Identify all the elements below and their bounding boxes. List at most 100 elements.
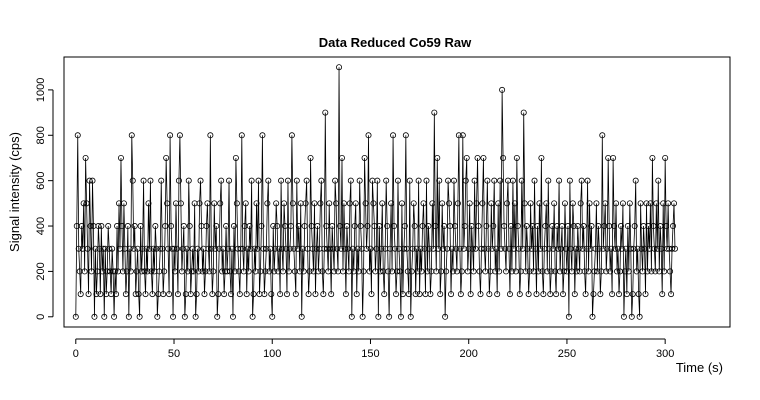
data-point bbox=[370, 200, 377, 207]
data-point bbox=[296, 268, 303, 275]
data-point bbox=[232, 154, 239, 161]
data-point bbox=[152, 223, 159, 230]
data-point bbox=[215, 291, 222, 298]
data-point bbox=[561, 200, 568, 207]
data-point bbox=[583, 245, 590, 252]
data-point bbox=[407, 313, 414, 320]
data-point bbox=[246, 223, 253, 230]
data-point bbox=[524, 245, 531, 252]
data-point bbox=[498, 245, 505, 252]
data-point bbox=[318, 177, 325, 184]
data-point bbox=[667, 268, 674, 275]
data-point bbox=[324, 245, 331, 252]
data-point bbox=[478, 245, 485, 252]
x-tick-label: 150 bbox=[361, 348, 379, 360]
data-point bbox=[216, 245, 223, 252]
data-point bbox=[141, 268, 148, 275]
data-point bbox=[608, 245, 615, 252]
data-point bbox=[303, 177, 310, 184]
data-point bbox=[459, 132, 466, 139]
data-point bbox=[596, 245, 603, 252]
data-point bbox=[378, 245, 385, 252]
data-point bbox=[81, 268, 88, 275]
data-point bbox=[84, 245, 91, 252]
data-point bbox=[112, 268, 119, 275]
data-point bbox=[599, 132, 606, 139]
data-point bbox=[413, 245, 420, 252]
data-point bbox=[122, 291, 129, 298]
data-point bbox=[443, 268, 450, 275]
data-point bbox=[647, 200, 654, 207]
data-point bbox=[514, 223, 521, 230]
data-point bbox=[570, 223, 577, 230]
data-point bbox=[170, 313, 177, 320]
data-point bbox=[321, 245, 328, 252]
data-point bbox=[479, 200, 486, 207]
data-point bbox=[670, 223, 677, 230]
data-point bbox=[154, 313, 161, 320]
data-point bbox=[228, 245, 235, 252]
data-point bbox=[300, 268, 307, 275]
data-point bbox=[607, 268, 614, 275]
data-point bbox=[339, 268, 346, 275]
data-point bbox=[105, 223, 112, 230]
plot-frame bbox=[63, 56, 731, 328]
data-point bbox=[253, 200, 260, 207]
data-point bbox=[410, 200, 417, 207]
data-point bbox=[507, 223, 514, 230]
data-point bbox=[277, 291, 284, 298]
data-point bbox=[533, 291, 540, 298]
data-point bbox=[557, 268, 564, 275]
data-point bbox=[415, 177, 422, 184]
data-point bbox=[492, 268, 499, 275]
series-line bbox=[75, 67, 676, 317]
data-point bbox=[343, 223, 350, 230]
data-point bbox=[417, 245, 424, 252]
data-point bbox=[337, 223, 344, 230]
data-point bbox=[361, 154, 368, 161]
data-point bbox=[659, 291, 666, 298]
data-point bbox=[144, 268, 151, 275]
data-point bbox=[292, 291, 299, 298]
data-point bbox=[363, 245, 370, 252]
data-point bbox=[77, 291, 84, 298]
data-point bbox=[137, 223, 144, 230]
data-point bbox=[405, 291, 412, 298]
data-point bbox=[100, 245, 107, 252]
data-point bbox=[265, 177, 272, 184]
data-point bbox=[623, 291, 630, 298]
data-point bbox=[620, 313, 627, 320]
data-point bbox=[485, 245, 492, 252]
data-point bbox=[211, 200, 218, 207]
data-point bbox=[157, 245, 164, 252]
data-point bbox=[412, 291, 419, 298]
data-point bbox=[610, 154, 617, 161]
data-point bbox=[649, 154, 656, 161]
data-point bbox=[393, 291, 400, 298]
y-tick-label: 1000 bbox=[35, 78, 47, 102]
data-point bbox=[409, 245, 416, 252]
data-point bbox=[348, 313, 355, 320]
data-point bbox=[442, 313, 449, 320]
data-point bbox=[418, 268, 425, 275]
data-point bbox=[574, 223, 581, 230]
data-point bbox=[145, 200, 152, 207]
data-point bbox=[72, 313, 79, 320]
data-point bbox=[390, 132, 397, 139]
data-point bbox=[572, 245, 579, 252]
data-point bbox=[525, 291, 532, 298]
data-point bbox=[578, 177, 585, 184]
data-point bbox=[504, 200, 511, 207]
data-point bbox=[657, 223, 664, 230]
data-point bbox=[403, 245, 410, 252]
data-point bbox=[651, 245, 658, 252]
data-point bbox=[356, 177, 363, 184]
data-point bbox=[642, 291, 649, 298]
data-point bbox=[86, 177, 93, 184]
data-point bbox=[74, 132, 81, 139]
data-point bbox=[501, 223, 508, 230]
data-point bbox=[671, 200, 678, 207]
data-point bbox=[615, 245, 622, 252]
data-point bbox=[546, 245, 553, 252]
data-point bbox=[385, 268, 392, 275]
